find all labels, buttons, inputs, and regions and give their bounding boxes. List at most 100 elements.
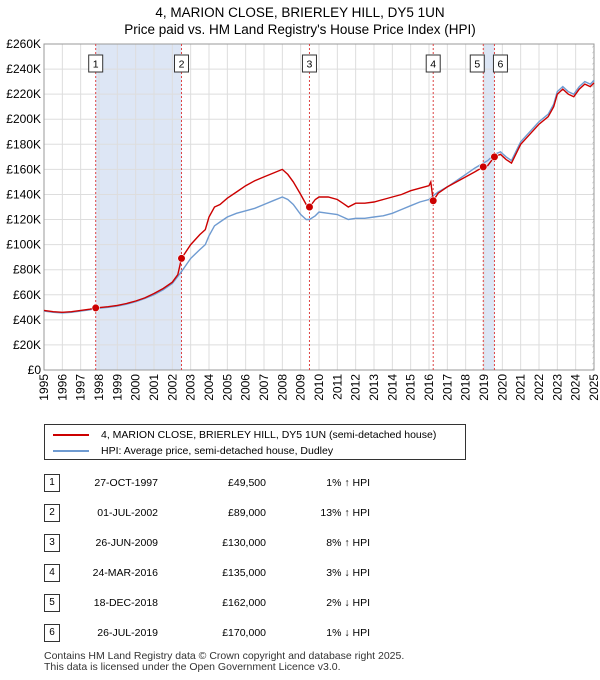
legend-swatch-hpi — [53, 450, 89, 452]
row-hpi-change: 2% ↓ HPI — [326, 597, 370, 609]
chart-title: 4, MARION CLOSE, BRIERLEY HILL, DY5 1UN … — [0, 4, 600, 38]
footer-attribution: Contains HM Land Registry data © Crown c… — [44, 651, 404, 673]
x-tick-label: 2015 — [404, 374, 418, 401]
row-number-badge: 6 — [44, 624, 60, 642]
row-price: £162,000 — [222, 597, 266, 609]
legend-label-hpi: HPI: Average price, semi-detached house,… — [101, 445, 334, 457]
x-tick-label: 2004 — [202, 374, 216, 401]
title-line-1: 4, MARION CLOSE, BRIERLEY HILL, DY5 1UN — [155, 5, 445, 20]
x-tick-label: 2007 — [257, 374, 271, 401]
row-number-badge: 3 — [44, 534, 60, 552]
x-tick-label: 2019 — [477, 374, 491, 401]
sale-number-label: 6 — [498, 59, 504, 71]
chart-legend: 4, MARION CLOSE, BRIERLEY HILL, DY5 1UN … — [44, 424, 466, 460]
x-tick-label: 2017 — [440, 374, 454, 401]
table-row: 6 26-JUL-2019 £170,000 1% ↓ HPI — [0, 624, 600, 644]
row-number-badge: 5 — [44, 594, 60, 612]
sale-number-box — [425, 54, 441, 73]
y-tick-label: £80K — [13, 263, 41, 277]
row-price: £170,000 — [222, 627, 266, 639]
title-line-2: Price paid vs. HM Land Registry's House … — [124, 22, 476, 37]
row-price: £135,000 — [222, 567, 266, 579]
y-tick-label: £240K — [6, 62, 41, 76]
price-chart: 1 2 3 4 5 6 £0 £20K £40K £60K £80K £100K £120K £140K £… — [6, 37, 600, 401]
x-tick-label: 2024 — [569, 374, 583, 401]
x-tick-label: 2013 — [367, 374, 381, 401]
x-tick-label: 2005 — [220, 374, 234, 401]
y-tick-label: £160K — [6, 162, 41, 176]
plot-area-border — [43, 43, 595, 371]
sale-number-box — [469, 54, 485, 73]
y-tick-label: £120K — [6, 213, 41, 227]
x-tick-label: 2011 — [330, 374, 344, 400]
sale-number-box — [492, 54, 508, 73]
row-hpi-change: 8% ↑ HPI — [326, 537, 370, 549]
sale-number-box — [301, 54, 317, 73]
x-tick-label: 1995 — [37, 374, 51, 401]
x-tick-label: 2021 — [514, 374, 528, 401]
row-hpi-change: 1% ↓ HPI — [326, 627, 370, 639]
x-tick-label: 2023 — [550, 374, 564, 401]
table-row: 4 24-MAR-2016 £135,000 3% ↓ HPI — [0, 564, 600, 584]
y-tick-label: £200K — [6, 112, 41, 126]
row-date: 26-JUN-2009 — [95, 537, 158, 549]
sale-band — [95, 44, 182, 370]
x-tick-label: 2012 — [349, 374, 363, 401]
x-tick-label: 2025 — [587, 374, 600, 401]
sale-point — [490, 152, 499, 161]
row-date: 18-DEC-2018 — [93, 597, 158, 609]
row-price: £49,500 — [228, 477, 266, 489]
x-tick-label: 2000 — [129, 374, 143, 401]
x-tick-label: 1997 — [74, 374, 88, 401]
table-row: 1 27-OCT-1997 £49,500 1% ↑ HPI — [0, 474, 600, 494]
x-tick-label: 2008 — [275, 374, 289, 401]
row-number-badge: 2 — [44, 504, 60, 522]
sale-number-label: 1 — [93, 59, 99, 71]
row-hpi-change: 1% ↑ HPI — [326, 477, 370, 489]
y-tick-label: £60K — [13, 288, 41, 302]
sale-number-box — [174, 54, 189, 73]
row-price: £130,000 — [222, 537, 266, 549]
forecast-hatch — [592, 44, 594, 370]
x-tick-label: 2002 — [165, 374, 179, 401]
sale-point — [91, 303, 100, 313]
row-hpi-change: 3% ↓ HPI — [326, 567, 370, 579]
footer-line-2: This data is licensed under the Open Gov… — [44, 661, 341, 673]
row-date: 01-JUL-2002 — [97, 507, 158, 519]
sale-number-label: 2 — [179, 59, 185, 71]
y-tick-label: £40K — [13, 313, 41, 327]
y-tick-label: £140K — [6, 187, 41, 201]
x-tick-label: 2001 — [147, 374, 161, 401]
x-tick-label: 2003 — [184, 374, 198, 401]
y-tick-label: £180K — [6, 137, 41, 151]
sale-number-label: 3 — [307, 59, 313, 71]
row-date: 27-OCT-1997 — [94, 477, 158, 489]
sale-point — [429, 196, 438, 205]
x-tick-label: 2022 — [532, 374, 546, 401]
row-date: 26-JUL-2019 — [97, 627, 158, 639]
table-row: 5 18-DEC-2018 £162,000 2% ↓ HPI — [0, 594, 600, 614]
sale-number-label: 5 — [474, 59, 480, 71]
y-tick-label: £20K — [13, 338, 41, 352]
sale-point — [177, 254, 186, 263]
y-tick-label: £100K — [6, 238, 41, 252]
y-tick-label: £0 — [28, 363, 42, 377]
y-tick-label: £260K — [6, 37, 41, 51]
sale-number-label: 4 — [430, 59, 436, 71]
x-tick-label: 2009 — [294, 374, 308, 401]
sale-number-box — [88, 54, 104, 73]
row-number-badge: 1 — [44, 474, 60, 492]
x-tick-label: 1999 — [110, 374, 124, 401]
row-date: 24-MAR-2016 — [92, 567, 158, 579]
sale-point — [479, 162, 488, 171]
x-tick-label: 2018 — [459, 374, 473, 401]
series-line-hpi — [43, 79, 595, 314]
footer-line-1: Contains HM Land Registry data © Crown c… — [44, 650, 405, 662]
row-hpi-change: 13% ↑ HPI — [320, 507, 370, 519]
x-tick-label: 2014 — [385, 374, 399, 401]
x-tick-label: 2020 — [495, 374, 509, 401]
sale-point — [305, 202, 314, 212]
x-tick-label: 1998 — [92, 374, 106, 401]
x-tick-label: 2010 — [312, 374, 326, 401]
table-row: 3 26-JUN-2009 £130,000 8% ↑ HPI — [0, 534, 600, 554]
